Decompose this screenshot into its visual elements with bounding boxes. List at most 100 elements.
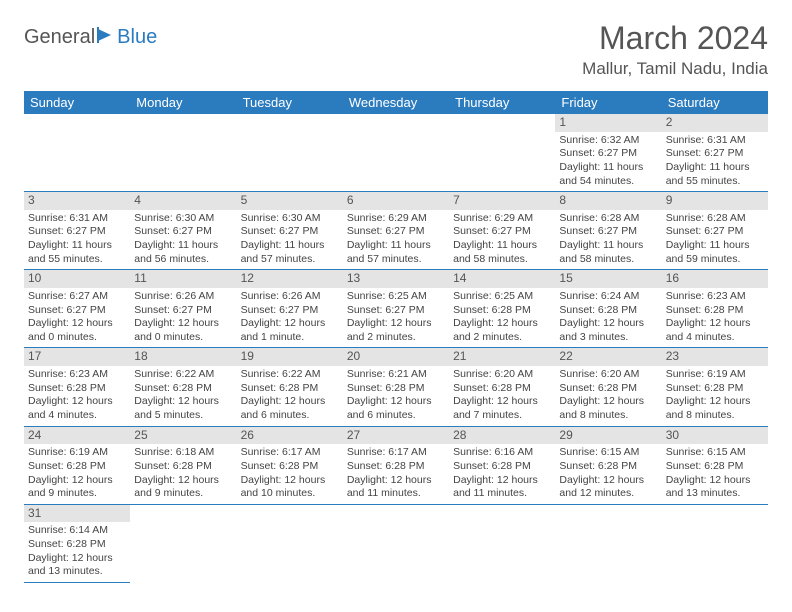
sunrise-line: Sunrise: 6:26 AM <box>241 290 339 304</box>
day-info: Sunrise: 6:23 AMSunset: 6:28 PMDaylight:… <box>24 366 130 426</box>
sunset-line: Sunset: 6:28 PM <box>559 460 657 474</box>
day-info: Sunrise: 6:22 AMSunset: 6:28 PMDaylight:… <box>130 366 236 426</box>
day-info: Sunrise: 6:30 AMSunset: 6:27 PMDaylight:… <box>237 210 343 270</box>
sunrise-line: Sunrise: 6:29 AM <box>453 212 551 226</box>
sunset-line: Sunset: 6:27 PM <box>28 225 126 239</box>
sunset-line: Sunset: 6:27 PM <box>134 225 232 239</box>
sunset-line: Sunset: 6:27 PM <box>134 304 232 318</box>
day-info: Sunrise: 6:25 AMSunset: 6:28 PMDaylight:… <box>449 288 555 348</box>
empty-cell <box>130 504 236 582</box>
day-header: Tuesday <box>237 91 343 114</box>
sunset-line: Sunset: 6:27 PM <box>453 225 551 239</box>
day-header: Saturday <box>662 91 768 114</box>
day-cell: 5Sunrise: 6:30 AMSunset: 6:27 PMDaylight… <box>237 192 343 270</box>
daylight-line: Daylight: 12 hours and 13 minutes. <box>28 552 126 579</box>
day-info: Sunrise: 6:17 AMSunset: 6:28 PMDaylight:… <box>237 444 343 504</box>
daylight-line: Daylight: 12 hours and 6 minutes. <box>241 395 339 422</box>
day-number: 22 <box>555 348 661 366</box>
sunrise-line: Sunrise: 6:16 AM <box>453 446 551 460</box>
sunset-line: Sunset: 6:28 PM <box>347 382 445 396</box>
sunrise-line: Sunrise: 6:15 AM <box>559 446 657 460</box>
daylight-line: Daylight: 12 hours and 4 minutes. <box>666 317 764 344</box>
calendar-row: 1Sunrise: 6:32 AMSunset: 6:27 PMDaylight… <box>24 114 768 192</box>
daylight-line: Daylight: 11 hours and 58 minutes. <box>559 239 657 266</box>
sunset-line: Sunset: 6:28 PM <box>347 460 445 474</box>
empty-cell <box>343 114 449 192</box>
day-info: Sunrise: 6:21 AMSunset: 6:28 PMDaylight:… <box>343 366 449 426</box>
day-cell: 28Sunrise: 6:16 AMSunset: 6:28 PMDayligh… <box>449 426 555 504</box>
day-number: 8 <box>555 192 661 210</box>
daylight-line: Daylight: 11 hours and 57 minutes. <box>241 239 339 266</box>
daylight-line: Daylight: 11 hours and 58 minutes. <box>453 239 551 266</box>
day-info: Sunrise: 6:31 AMSunset: 6:27 PMDaylight:… <box>24 210 130 270</box>
day-number: 30 <box>662 427 768 445</box>
day-cell: 13Sunrise: 6:25 AMSunset: 6:27 PMDayligh… <box>343 270 449 348</box>
day-cell: 18Sunrise: 6:22 AMSunset: 6:28 PMDayligh… <box>130 348 236 426</box>
day-info: Sunrise: 6:26 AMSunset: 6:27 PMDaylight:… <box>237 288 343 348</box>
day-number: 29 <box>555 427 661 445</box>
daylight-line: Daylight: 12 hours and 2 minutes. <box>347 317 445 344</box>
day-cell: 7 Sunrise: 6:29 AMSunset: 6:27 PMDaylight… <box>449 192 555 270</box>
day-cell: 19Sunrise: 6:22 AMSunset: 6:28 PMDayligh… <box>237 348 343 426</box>
sunset-line: Sunset: 6:28 PM <box>453 304 551 318</box>
day-info: Sunrise: 6:27 AMSunset: 6:27 PMDaylight:… <box>24 288 130 348</box>
day-info: Sunrise: 6:24 AMSunset: 6:28 PMDaylight:… <box>555 288 661 348</box>
sunrise-line: Sunrise: 6:28 AM <box>559 212 657 226</box>
day-info: Sunrise: 6:19 AMSunset: 6:28 PMDaylight:… <box>24 444 130 504</box>
day-number: 9 <box>662 192 768 210</box>
day-info: Sunrise: 6:25 AMSunset: 6:27 PMDaylight:… <box>343 288 449 348</box>
day-number: 10 <box>24 270 130 288</box>
day-cell: 30Sunrise: 6:15 AMSunset: 6:28 PMDayligh… <box>662 426 768 504</box>
day-info: Sunrise: 6:23 AMSunset: 6:28 PMDaylight:… <box>662 288 768 348</box>
logo-text-2: Blue <box>117 26 157 49</box>
sunset-line: Sunset: 6:28 PM <box>28 382 126 396</box>
daylight-line: Daylight: 12 hours and 0 minutes. <box>28 317 126 344</box>
daylight-line: Daylight: 12 hours and 5 minutes. <box>134 395 232 422</box>
day-cell: 2Sunrise: 6:31 AMSunset: 6:27 PMDaylight… <box>662 114 768 192</box>
day-number: 24 <box>24 427 130 445</box>
day-cell: 23Sunrise: 6:19 AMSunset: 6:28 PMDayligh… <box>662 348 768 426</box>
logo: General Blue <box>24 20 157 49</box>
location-subtitle: Mallur, Tamil Nadu, India <box>582 59 768 79</box>
sunrise-line: Sunrise: 6:25 AM <box>453 290 551 304</box>
day-cell: 11Sunrise: 6:26 AMSunset: 6:27 PMDayligh… <box>130 270 236 348</box>
sunrise-line: Sunrise: 6:21 AM <box>347 368 445 382</box>
sunrise-line: Sunrise: 6:19 AM <box>28 446 126 460</box>
empty-cell <box>24 114 130 192</box>
calendar-row: 31Sunrise: 6:14 AMSunset: 6:28 PMDayligh… <box>24 504 768 582</box>
sunset-line: Sunset: 6:28 PM <box>559 382 657 396</box>
day-number: 13 <box>343 270 449 288</box>
day-cell: 12Sunrise: 6:26 AMSunset: 6:27 PMDayligh… <box>237 270 343 348</box>
daylight-line: Daylight: 11 hours and 57 minutes. <box>347 239 445 266</box>
calendar-row: 24Sunrise: 6:19 AMSunset: 6:28 PMDayligh… <box>24 426 768 504</box>
day-cell: 31Sunrise: 6:14 AMSunset: 6:28 PMDayligh… <box>24 504 130 582</box>
day-number: 14 <box>449 270 555 288</box>
day-cell: 20Sunrise: 6:21 AMSunset: 6:28 PMDayligh… <box>343 348 449 426</box>
sunrise-line: Sunrise: 6:24 AM <box>559 290 657 304</box>
day-info: Sunrise: 6:22 AMSunset: 6:28 PMDaylight:… <box>237 366 343 426</box>
sunset-line: Sunset: 6:27 PM <box>347 304 445 318</box>
empty-cell <box>130 114 236 192</box>
daylight-line: Daylight: 12 hours and 9 minutes. <box>134 474 232 501</box>
daylight-line: Daylight: 12 hours and 11 minutes. <box>347 474 445 501</box>
sunrise-line: Sunrise: 6:27 AM <box>28 290 126 304</box>
day-header: Friday <box>555 91 661 114</box>
sunset-line: Sunset: 6:27 PM <box>28 304 126 318</box>
sunset-line: Sunset: 6:27 PM <box>559 147 657 161</box>
sunrise-line: Sunrise: 6:30 AM <box>241 212 339 226</box>
day-number: 7 <box>449 192 555 210</box>
day-cell: 6Sunrise: 6:29 AMSunset: 6:27 PMDaylight… <box>343 192 449 270</box>
daylight-line: Daylight: 11 hours and 56 minutes. <box>134 239 232 266</box>
day-cell: 16Sunrise: 6:23 AMSunset: 6:28 PMDayligh… <box>662 270 768 348</box>
day-number: 1 <box>555 114 661 132</box>
day-info: Sunrise: 6:16 AMSunset: 6:28 PMDaylight:… <box>449 444 555 504</box>
sunrise-line: Sunrise: 6:31 AM <box>666 134 764 148</box>
sunrise-line: Sunrise: 6:18 AM <box>134 446 232 460</box>
title-block: March 2024 Mallur, Tamil Nadu, India <box>582 20 768 79</box>
sunset-line: Sunset: 6:27 PM <box>241 304 339 318</box>
day-header: Sunday <box>24 91 130 114</box>
day-header: Thursday <box>449 91 555 114</box>
sunset-line: Sunset: 6:28 PM <box>666 382 764 396</box>
sunrise-line: Sunrise: 6:20 AM <box>559 368 657 382</box>
daylight-line: Daylight: 12 hours and 1 minute. <box>241 317 339 344</box>
